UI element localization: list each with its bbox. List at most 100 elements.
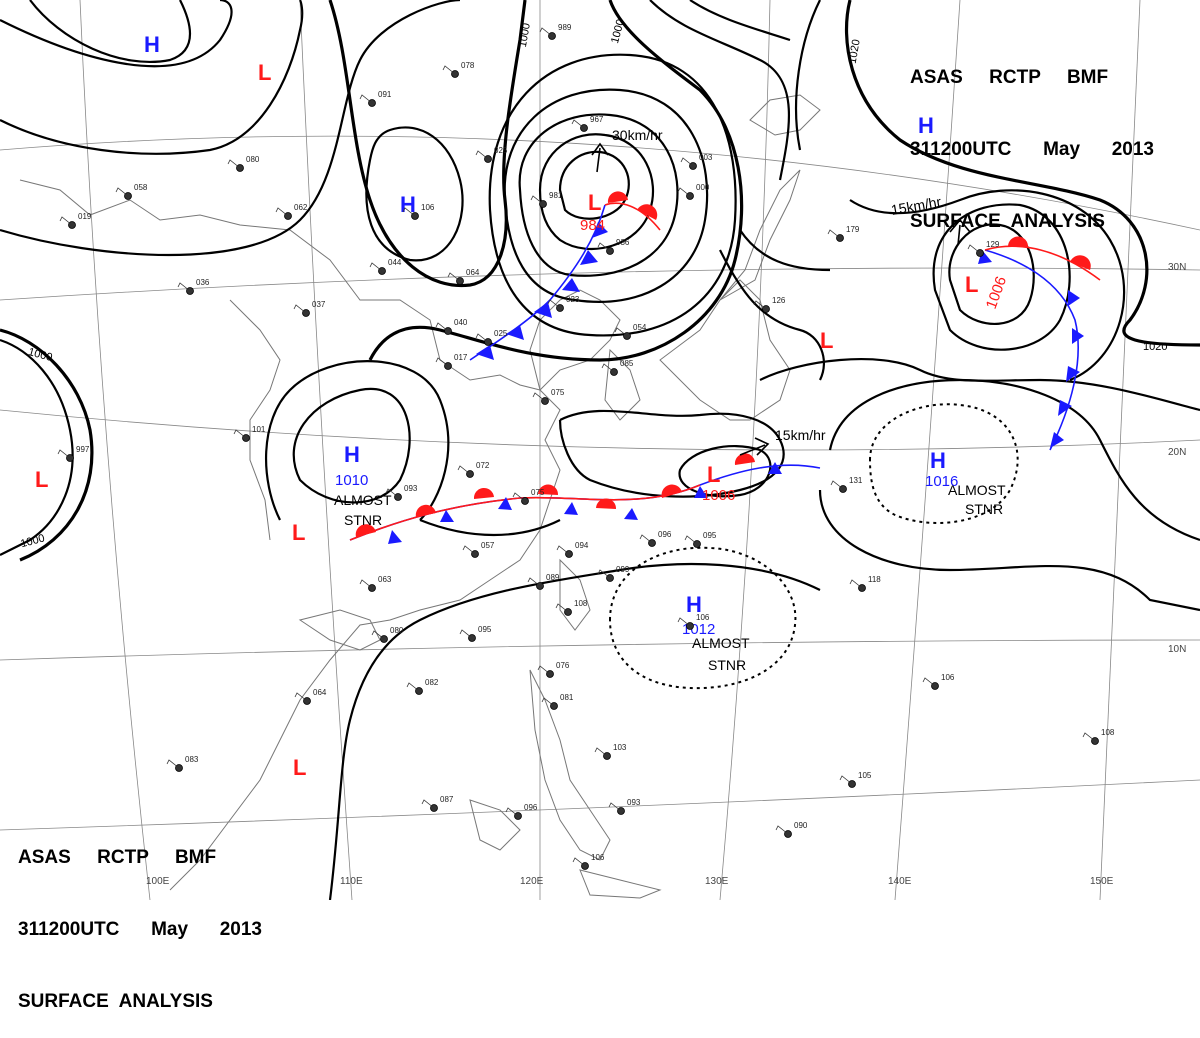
wind-barb — [839, 775, 853, 785]
wind-barb — [556, 545, 570, 555]
station-pressure: 076 — [556, 661, 570, 670]
station-pressure: 096 — [658, 530, 672, 539]
wind-barb — [597, 242, 611, 252]
station-pressure: 103 — [613, 743, 627, 752]
station-pressure: 093 — [627, 798, 641, 807]
station-pressure: 093 — [404, 484, 418, 493]
station-pressure: 108 — [574, 599, 588, 608]
station-pressure: 025 — [494, 329, 508, 338]
wind-barb — [57, 449, 71, 459]
lon-140e: 140E — [888, 876, 912, 887]
wind-barb — [530, 195, 544, 205]
wind-barb — [406, 682, 420, 692]
wind-barb — [614, 327, 628, 337]
wind-barb — [447, 272, 461, 282]
station-pressure: 091 — [378, 90, 392, 99]
lon-150e: 150E — [1090, 876, 1114, 887]
low-center-3: L — [965, 272, 978, 297]
wind-barb — [166, 759, 180, 769]
station-pressure: 064 — [313, 688, 327, 697]
wind-barb — [684, 535, 698, 545]
wind-barb — [639, 534, 653, 544]
station-pressure: 095 — [703, 531, 717, 540]
header-line-3-bottom: SURFACE ANALYSIS — [18, 991, 213, 1012]
wind-barb — [177, 282, 191, 292]
station-pressure: 080 — [246, 155, 260, 164]
lon-120e: 120E — [520, 876, 544, 887]
station-pressure: 075 — [551, 388, 565, 397]
stationary-notes: ALMOST STNR ALMOST STNR ALMOST STNR — [334, 482, 1006, 673]
wind-barb — [442, 65, 456, 75]
wind-barb — [233, 429, 247, 439]
low-center-7: L — [707, 462, 720, 487]
header-bottom-left: ASAS RCTP BMF 311200UTC May 2013 SURFACE… — [18, 798, 262, 1038]
wind-barb — [459, 629, 473, 639]
wind-barb — [359, 579, 373, 589]
station-pressure: 085 — [620, 359, 634, 368]
station-pressure: 062 — [294, 203, 308, 212]
wind-barb — [227, 159, 241, 169]
station-pressure: 126 — [772, 296, 786, 305]
lat-10n: 10N — [1168, 644, 1186, 655]
wind-barb — [371, 630, 385, 640]
isobar-label-1020b: 1020 — [1143, 341, 1167, 353]
stnr-note-3-line2: STNR — [708, 657, 746, 673]
lon-130e: 130E — [705, 876, 729, 887]
station-pressure: 064 — [466, 268, 480, 277]
high-center-3: H — [918, 113, 934, 138]
high-center-5-value: 1016 — [925, 473, 958, 490]
wind-barb — [601, 363, 615, 373]
station-pressure: 989 — [558, 23, 572, 32]
wind-barb — [680, 157, 694, 167]
wind-barb — [505, 807, 519, 817]
station-pressure: 040 — [454, 318, 468, 327]
station-pressure: 037 — [312, 300, 326, 309]
wind-barb — [475, 150, 489, 160]
low-center-1: L — [258, 60, 271, 85]
station-pressure: 094 — [575, 541, 589, 550]
station-pressure: 106 — [421, 203, 435, 212]
motion-label-1: 30km/hr — [612, 127, 663, 143]
fronts — [349, 191, 1101, 544]
wind-barb — [532, 392, 546, 402]
wind-barb — [677, 187, 691, 197]
station-pressure: 106 — [696, 613, 710, 622]
isobar-label-1000c: 1000 — [27, 346, 54, 364]
low-center-5: L — [35, 467, 48, 492]
weather-map: 1000 1000 1000 1000 1020 1020 — [0, 0, 1200, 900]
station-pressure: 106 — [941, 673, 955, 682]
high-center-4: H — [344, 442, 360, 467]
station-pressure: 063 — [378, 575, 392, 584]
station-pressure: 095 — [478, 625, 492, 634]
wind-barb — [677, 617, 691, 627]
stnr-note-1-line1: ALMOST — [334, 492, 392, 508]
station-pressure: 087 — [440, 795, 454, 804]
low-center-2-value: 984 — [580, 217, 605, 234]
wind-barb — [775, 825, 789, 835]
low-center-6: L — [292, 520, 305, 545]
lon-110e: 110E — [340, 876, 363, 887]
graticule-labels: 100E 110E 120E 130E 140E 150E 10N 20N 30… — [146, 262, 1186, 887]
graticule — [0, 0, 1200, 900]
station-pressure: 058 — [134, 183, 148, 192]
station-pressure: 179 — [846, 225, 860, 234]
station-plots: 989 078 091 080 058 062 019 025 106 044 036 037 064 0… — [57, 23, 1115, 870]
wind-barb — [922, 677, 936, 687]
wind-barb — [421, 799, 435, 809]
station-pressure: 936 — [616, 238, 630, 247]
station-pressure: 090 — [794, 821, 808, 830]
wind-barb — [571, 119, 585, 129]
station-pressure: 075 — [531, 488, 545, 497]
station-pressure: 099 — [616, 565, 630, 574]
lat-30n: 30N — [1168, 262, 1186, 273]
header-line-3: SURFACE ANALYSIS — [910, 211, 1105, 232]
wind-barb — [475, 333, 489, 343]
low-center-3-value: 1006 — [983, 274, 1010, 311]
station-pressure: 078 — [461, 61, 475, 70]
wind-barb — [1082, 732, 1096, 742]
station-pressure: 106 — [591, 853, 605, 862]
wind-barb — [572, 857, 586, 867]
low-center-2: L — [588, 190, 601, 215]
low-center-7-value: 1006 — [702, 487, 735, 504]
lat-20n: 20N — [1168, 447, 1186, 458]
